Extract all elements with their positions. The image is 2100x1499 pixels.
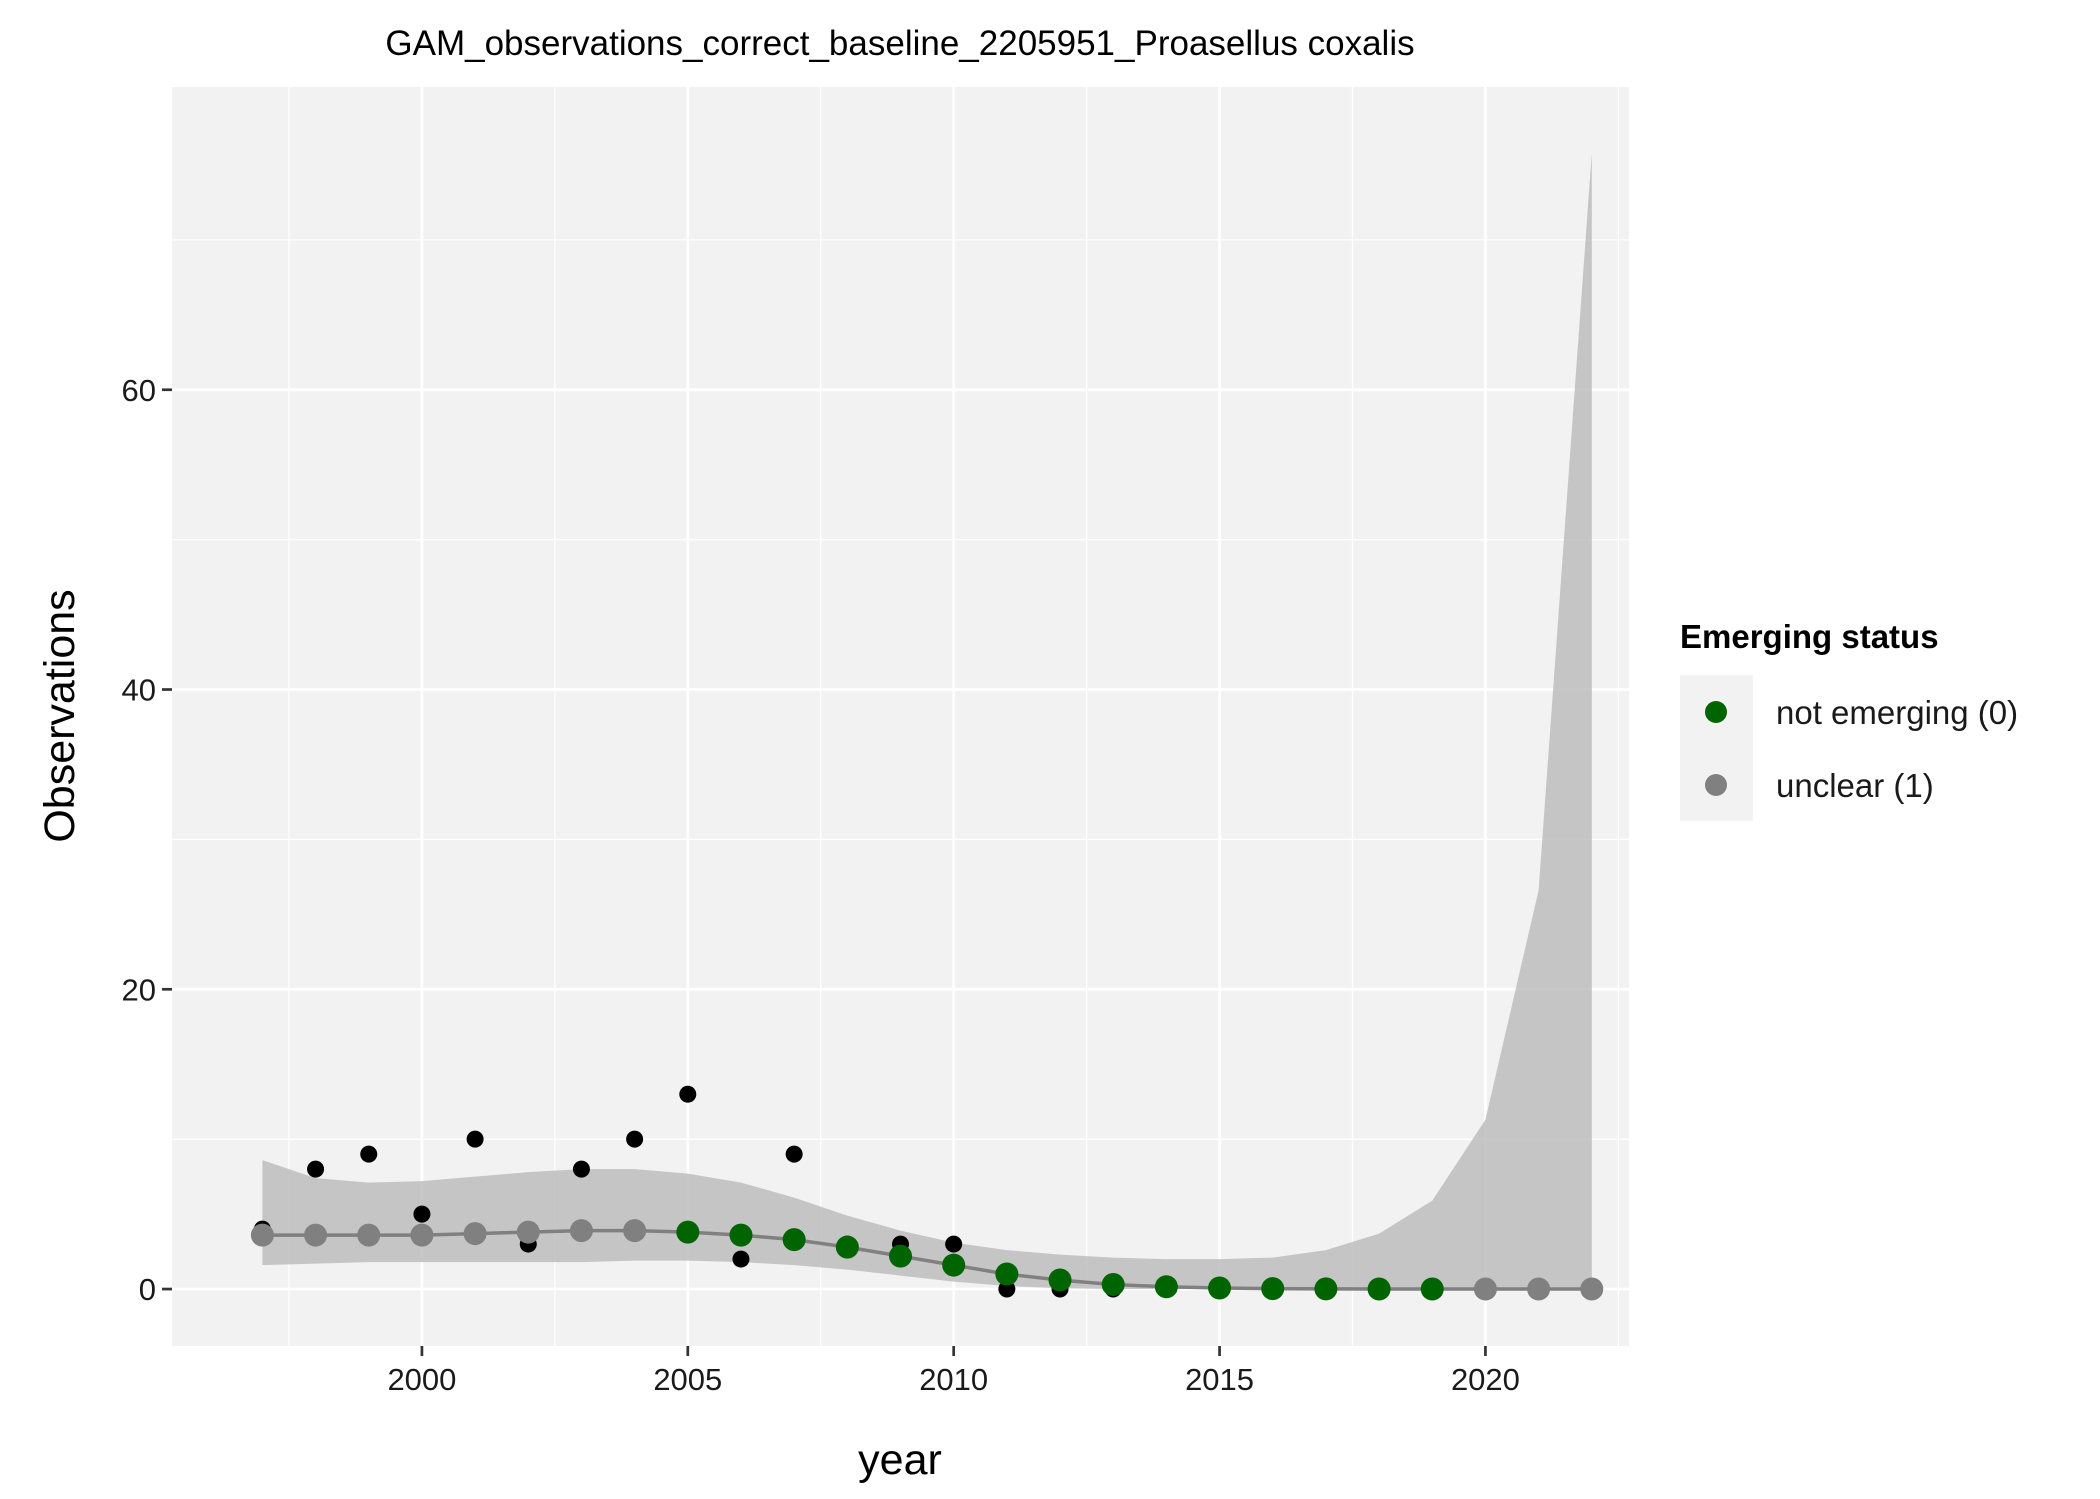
legend-label-unclear: unclear (1) — [1776, 767, 1934, 804]
fit-point-not-emerging — [729, 1223, 753, 1247]
grid-minor — [172, 87, 1629, 1346]
fit-point-not-emerging — [942, 1253, 966, 1277]
x-axis-title: year — [858, 1436, 942, 1484]
fit-point-not-emerging — [1314, 1277, 1338, 1301]
observed-point — [998, 1280, 1016, 1298]
fit-point-unclear — [1580, 1277, 1604, 1301]
y-tick-label: 60 — [122, 373, 156, 408]
fit-point-unclear — [1527, 1277, 1551, 1301]
fit-point-not-emerging — [889, 1244, 912, 1268]
grid-major — [172, 87, 1629, 1346]
fit-point-not-emerging — [835, 1235, 859, 1259]
observed-point — [732, 1250, 750, 1268]
confidence-ribbon-layer — [262, 152, 1592, 1289]
fit-point-unclear — [569, 1219, 593, 1243]
legend-key-unclear — [1705, 774, 1727, 796]
observed-point — [307, 1160, 325, 1178]
fit-point-unclear — [1473, 1277, 1497, 1301]
observed-point — [572, 1160, 590, 1178]
plot-panel — [172, 87, 1629, 1346]
observed-point — [626, 1130, 644, 1148]
fit-point-unclear — [357, 1223, 381, 1247]
legend-key-background — [1680, 675, 1753, 821]
x-tick-label: 2000 — [387, 1362, 456, 1397]
x-tick-label: 2020 — [1451, 1362, 1520, 1397]
confidence-ribbon — [262, 152, 1592, 1289]
y-tick-label: 0 — [139, 1272, 156, 1307]
legend: Emerging status not emerging (0) unclear… — [1680, 618, 2018, 821]
fit-point-not-emerging — [1367, 1277, 1391, 1301]
fit-point-unclear — [250, 1223, 274, 1247]
fit-point-not-emerging — [1261, 1277, 1285, 1301]
fit-point-unclear — [623, 1219, 647, 1243]
fit-point-unclear — [410, 1223, 434, 1247]
y-tick-label: 20 — [122, 972, 156, 1007]
x-tick-label: 2005 — [653, 1362, 722, 1397]
observed-point — [785, 1145, 803, 1163]
legend-title: Emerging status — [1680, 618, 1939, 655]
fit-point-not-emerging — [676, 1220, 700, 1244]
fit-point-not-emerging — [1154, 1275, 1178, 1299]
x-tick-label: 2015 — [1185, 1362, 1254, 1397]
fit-point-not-emerging — [782, 1228, 806, 1252]
observed-point — [360, 1145, 378, 1163]
observed-point — [413, 1205, 431, 1223]
fit-point-not-emerging — [1101, 1273, 1125, 1297]
status-points-layer — [250, 1219, 1604, 1301]
y-axis: 0 20 40 60 — [122, 373, 172, 1307]
observed-point — [679, 1085, 697, 1103]
chart-title: GAM_observations_correct_baseline_220595… — [385, 24, 1414, 63]
fit-point-not-emerging — [995, 1262, 1019, 1286]
observed-point — [945, 1235, 963, 1253]
x-tick-label: 2010 — [919, 1362, 988, 1397]
legend-label-not-emerging: not emerging (0) — [1776, 694, 2018, 731]
y-tick-label: 40 — [122, 673, 156, 708]
fit-point-not-emerging — [1048, 1268, 1072, 1292]
x-axis: 2000 2005 2010 2015 2020 — [387, 1346, 1520, 1397]
fit-point-unclear — [304, 1223, 328, 1247]
fit-point-not-emerging — [1420, 1277, 1444, 1301]
fit-point-unclear — [463, 1222, 487, 1246]
legend-key-not-emerging — [1705, 701, 1727, 723]
fit-point-unclear — [516, 1220, 540, 1244]
fit-point-not-emerging — [1208, 1276, 1232, 1300]
y-axis-title: Observations — [36, 589, 84, 842]
observed-point — [466, 1130, 484, 1148]
